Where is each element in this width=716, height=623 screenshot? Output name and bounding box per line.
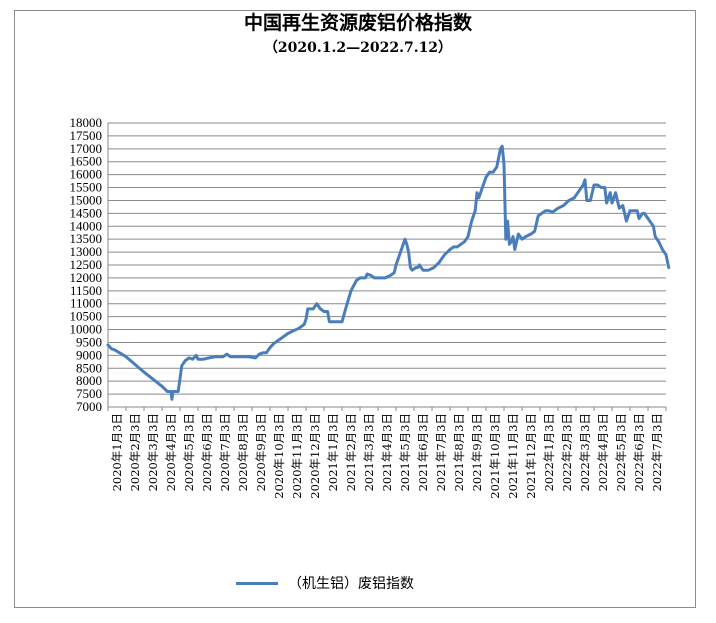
x-tick-label: 2021年4月3日 [380, 413, 394, 491]
chart-frame [14, 10, 696, 608]
y-tick-label: 18000 [70, 115, 103, 130]
y-tick-label: 9500 [76, 334, 102, 349]
y-tick-label: 17000 [70, 141, 103, 156]
x-tick-label: 2020年7月3日 [218, 413, 232, 491]
x-tick-label: 2020年10月3日 [272, 413, 286, 499]
x-tick-label: 2020年9月3日 [254, 413, 268, 491]
x-tick-label: 2020年5月3日 [182, 413, 196, 491]
x-tick-label: 2022年1月3日 [542, 413, 556, 491]
y-tick-label: 12000 [70, 270, 103, 285]
x-tick-label: 2022年7月3日 [650, 413, 664, 491]
x-tick-label: 2021年8月3日 [452, 413, 466, 491]
x-tick-label: 2020年1月3日 [110, 413, 124, 491]
x-tick-label: 2021年10月3日 [488, 413, 502, 499]
chart-subtitle: （2020.1.2—2022.7.12） [263, 40, 453, 56]
x-tick-label: 2022年5月3日 [614, 413, 628, 491]
y-axis: 7000750080008500900095001000010500110001… [70, 115, 103, 414]
x-tick-label: 2020年6月3日 [200, 413, 214, 491]
x-axis: 2020年1月3日 2020年2月3日 2020年3月3日 2020年4月3日 2020… [107, 407, 667, 499]
y-tick-label: 8500 [76, 360, 102, 375]
x-tick-label: 2021年2月3日 [344, 413, 358, 491]
x-tick-label: 2020年11月3日 [290, 413, 304, 499]
x-tick-label: 2020年3月3日 [146, 413, 160, 491]
y-tick-label: 16000 [70, 167, 103, 182]
y-tick-label: 13500 [70, 231, 103, 246]
x-tick-label: 2021年6月3日 [416, 413, 430, 491]
y-tick-label: 11500 [70, 283, 102, 298]
x-tick-label: 2020年12月3日 [308, 413, 322, 499]
x-tick-label: 2021年1月3日 [326, 413, 340, 491]
x-tick-label: 2020年4月3日 [164, 413, 178, 491]
y-tick-label: 14500 [70, 205, 103, 220]
y-tick-label: 16500 [70, 154, 103, 169]
y-tick-label: 15000 [70, 192, 103, 207]
y-tick-label: 13000 [70, 244, 103, 259]
y-tick-label: 17500 [70, 128, 103, 143]
x-tick-label: 2021年3月3日 [362, 413, 376, 491]
y-tick-label: 8000 [76, 373, 102, 388]
legend: （机生铝）废铝指数 [236, 574, 414, 592]
x-tick-label: 2022年6月3日 [632, 413, 646, 491]
y-tick-label: 11000 [70, 296, 102, 311]
x-tick-label: 2021年11月3日 [506, 413, 520, 499]
x-tick-label: 2021年9月3日 [470, 413, 484, 491]
series-layer [106, 144, 671, 401]
chart-title: 中国再生资源废铝价格指数 [243, 12, 472, 34]
x-tick-label: 2022年2月3日 [560, 413, 574, 491]
y-tick-label: 12500 [70, 257, 103, 272]
x-tick-label: 2020年8月3日 [236, 413, 250, 491]
x-tick-label: 2021年5月3日 [398, 413, 412, 491]
series-line [106, 144, 671, 401]
y-tick-label: 7000 [76, 399, 102, 414]
y-tick-label: 14000 [70, 218, 103, 233]
legend-line-swatch [236, 581, 278, 585]
gridlines [107, 122, 666, 408]
y-tick-label: 15500 [70, 180, 103, 195]
y-tick-label: 10000 [70, 322, 103, 337]
y-tick-label: 9000 [76, 347, 102, 362]
y-tick-label: 10500 [70, 309, 103, 324]
legend-label: （机生铝）废铝指数 [288, 576, 414, 592]
x-tick-label: 2022年3月3日 [578, 413, 592, 491]
x-tick-label: 2021年12月3日 [524, 413, 538, 499]
x-tick-label: 2022年4月3日 [596, 413, 610, 491]
y-tick-label: 7500 [76, 386, 102, 401]
x-tick-label: 2020年2月3日 [128, 413, 142, 491]
x-tick-label: 2021年7月3日 [434, 413, 448, 491]
